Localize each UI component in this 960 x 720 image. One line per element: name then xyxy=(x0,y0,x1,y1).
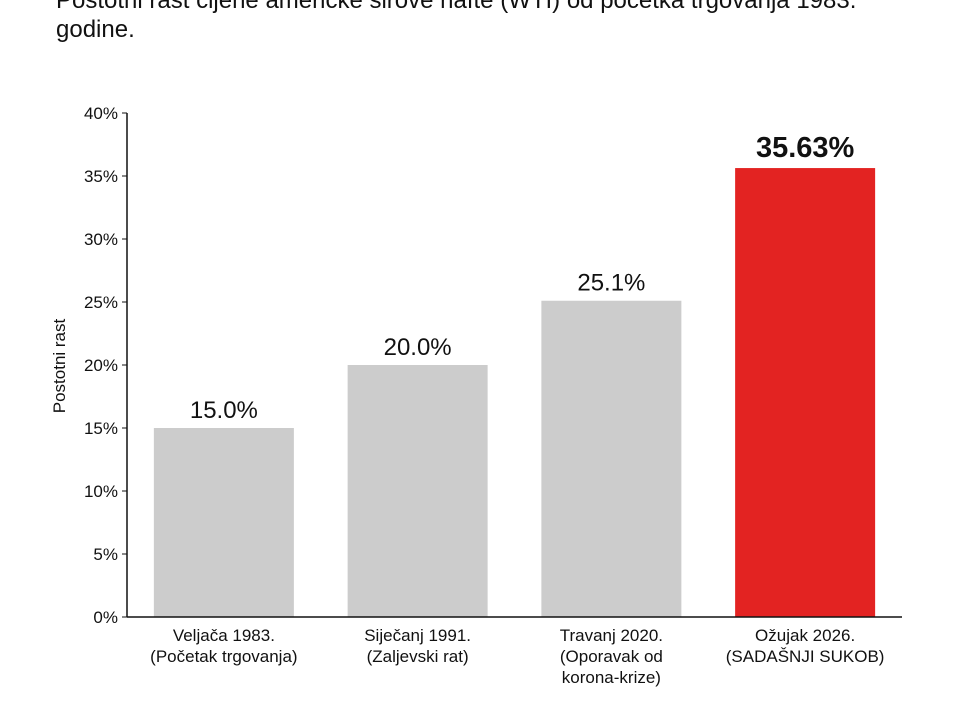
chart-title: Postotni rast cijene američke sirove naf… xyxy=(56,0,857,43)
data-label: 25.1% xyxy=(577,270,645,297)
bar xyxy=(153,428,294,617)
y-tick-label: 25% xyxy=(84,293,118,312)
y-tick-label: 0% xyxy=(93,608,118,627)
data-label: 15.0% xyxy=(190,397,258,424)
data-label: 35.63% xyxy=(756,132,855,164)
x-tick-label: Siječanj 1991. (Zaljevski rat) xyxy=(364,626,471,666)
bar xyxy=(347,365,488,617)
x-tick-label: Ožujak 2026. (SADAŠNJI SUKOB) xyxy=(726,626,885,666)
y-tick-label: 20% xyxy=(84,356,118,375)
y-tick-label: 5% xyxy=(93,545,118,564)
category-labels: Veljača 1983. (Početak trgovanja) Siječanj… xyxy=(150,626,884,687)
y-tick-label: 30% xyxy=(84,230,118,249)
y-tick-label: 10% xyxy=(84,482,118,501)
y-tick-label: 35% xyxy=(84,167,118,186)
x-tick-label: Veljača 1983. (Početak trgovanja) xyxy=(150,626,297,666)
bar xyxy=(541,300,682,617)
y-tick-label: 15% xyxy=(84,419,118,438)
bars xyxy=(153,168,876,617)
value-labels: 15.0% 20.0% 25.1% 35.63% xyxy=(190,132,855,424)
y-tick-label: 40% xyxy=(84,104,118,123)
y-tick-labels: 0% 5% 10% 15% 20% 25% 30% 35% 40% xyxy=(84,104,127,627)
x-tick-label: Travanj 2020. (Oporavak od korona-krize) xyxy=(560,626,663,687)
data-label: 20.0% xyxy=(384,334,452,361)
bar xyxy=(735,168,876,617)
y-axis-label: Postotni rast xyxy=(50,318,69,413)
